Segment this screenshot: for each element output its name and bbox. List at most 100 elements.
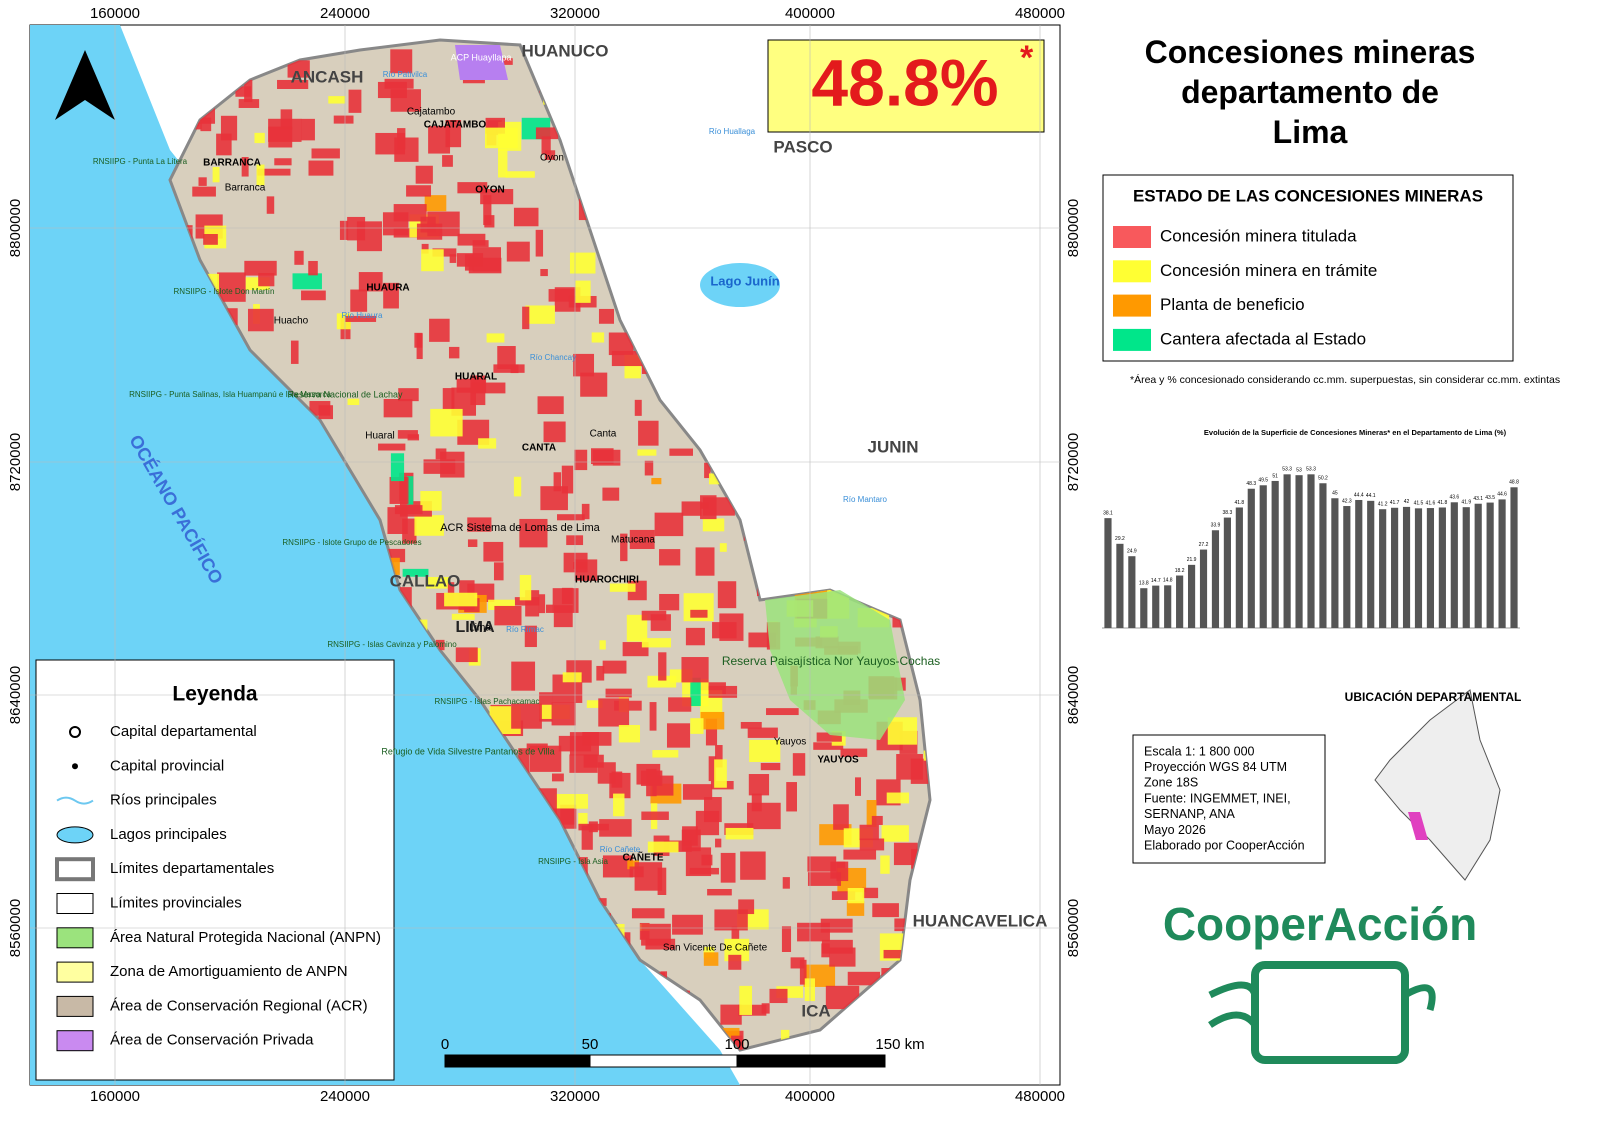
status-label: Planta de beneficio (1160, 295, 1305, 314)
concession-patch (540, 269, 548, 277)
concession-patch (389, 476, 409, 504)
concession-patch (574, 449, 588, 471)
x-coord-label: 160000 (90, 1088, 140, 1105)
headline-box (767, 39, 1045, 133)
concession-patch (494, 605, 522, 626)
status-swatch (1113, 226, 1151, 248)
place-label: ICA (801, 1001, 830, 1020)
concession-patch (859, 838, 885, 851)
concession-patch (886, 792, 910, 804)
concession-patch (435, 639, 445, 651)
concession-patch (519, 518, 548, 548)
concession-patch (651, 477, 662, 485)
concession-patch (426, 576, 450, 589)
concession-patch (430, 408, 463, 437)
bar (1140, 588, 1148, 628)
legend-symbol (55, 857, 95, 882)
concession-patch (776, 986, 804, 998)
concession-patch (398, 388, 419, 402)
info-box (1132, 734, 1326, 864)
concession-patch (402, 568, 429, 577)
concession-patch (287, 60, 310, 78)
concession-patch (592, 449, 621, 466)
place-label: JUNIN (867, 437, 918, 456)
bar (1402, 506, 1411, 628)
concession-patch (611, 771, 623, 788)
concession-patch (720, 852, 736, 883)
concession-patch (608, 332, 634, 356)
concession-patch (241, 157, 249, 177)
concession-patch (442, 155, 453, 167)
place-label: Refugio de Vida Silvestre Pantanos de Vi… (381, 746, 554, 756)
concession-patch (493, 364, 525, 373)
place-label: RNSIIPG - Isla Asia (538, 857, 608, 866)
reserve-area (765, 590, 905, 740)
place-label: RNSIIPG - Islas Cavinza y Palomino (327, 640, 457, 649)
bar (1307, 474, 1315, 628)
concession-patch (760, 762, 781, 771)
concession-patch (629, 529, 655, 550)
concession-patch (672, 914, 703, 935)
concession-patch (467, 539, 478, 547)
concession-patch (545, 604, 554, 613)
place-label: Río Huallaga (709, 127, 756, 136)
bar (1391, 507, 1399, 628)
concession-patch (650, 614, 671, 631)
concession-patch (769, 988, 788, 1004)
x-coord-label: 240000 (320, 1088, 370, 1105)
concession-patch (728, 954, 742, 970)
concession-patch (598, 698, 630, 727)
concession-patch (573, 353, 595, 377)
concession-patch (416, 223, 443, 240)
place-label: Reserva Paisajística Nor Yauyos-Cochas (722, 654, 940, 668)
legend-label: Capital provincial (110, 757, 224, 774)
scale-segment (736, 1054, 886, 1068)
concession-patch (555, 793, 589, 809)
concession-patch (238, 99, 260, 108)
bar (1379, 509, 1387, 628)
concession-patch (254, 132, 265, 144)
concession-patch (659, 593, 680, 611)
bar (1355, 499, 1363, 628)
bar-value-label: 14.8 (1163, 578, 1173, 584)
concession-patch (290, 340, 299, 364)
concession-patch (681, 829, 701, 852)
concession-patch (511, 703, 542, 729)
legend-symbol (56, 796, 94, 805)
concession-patch (397, 430, 418, 439)
bar-value-label: 43.5 (1485, 495, 1495, 501)
concession-patch (847, 888, 865, 904)
concession-patch (277, 79, 309, 90)
bar-value-label: 41.9 (1461, 500, 1471, 506)
concession-patch (400, 587, 412, 611)
concession-patch (348, 89, 362, 113)
headline-mark: * (1020, 39, 1034, 77)
concession-patch (881, 825, 909, 842)
place-label: Huaral (365, 431, 394, 442)
bar (1199, 549, 1208, 628)
concession-patch (813, 742, 844, 750)
concession-patch (247, 308, 274, 332)
bar-value-label: 33.9 (1211, 523, 1221, 529)
concession-patch (649, 702, 657, 731)
concession-patch (468, 257, 502, 274)
info-line: Zone 18S (1144, 776, 1198, 790)
concession-patch (212, 166, 220, 183)
concession-patch (220, 115, 238, 141)
place-label: PASCO (773, 137, 832, 156)
bar-value-label: 24.9 (1127, 549, 1137, 555)
concession-patch (599, 640, 606, 650)
place-label: Lago Junín (710, 273, 779, 288)
concession-patch (705, 718, 718, 746)
concession-patch (748, 774, 770, 796)
concession-patch (859, 824, 879, 841)
concession-patch (611, 350, 644, 367)
concession-patch (415, 165, 433, 184)
place-label: ACR Sistema de Lomas de Lima (440, 522, 600, 534)
concession-patch (235, 86, 252, 97)
place-label: HUAROCHIRI (575, 575, 639, 586)
info-line: SERNANP, ANA (1144, 807, 1235, 821)
concession-patch (505, 171, 535, 178)
concession-patch (451, 613, 475, 620)
